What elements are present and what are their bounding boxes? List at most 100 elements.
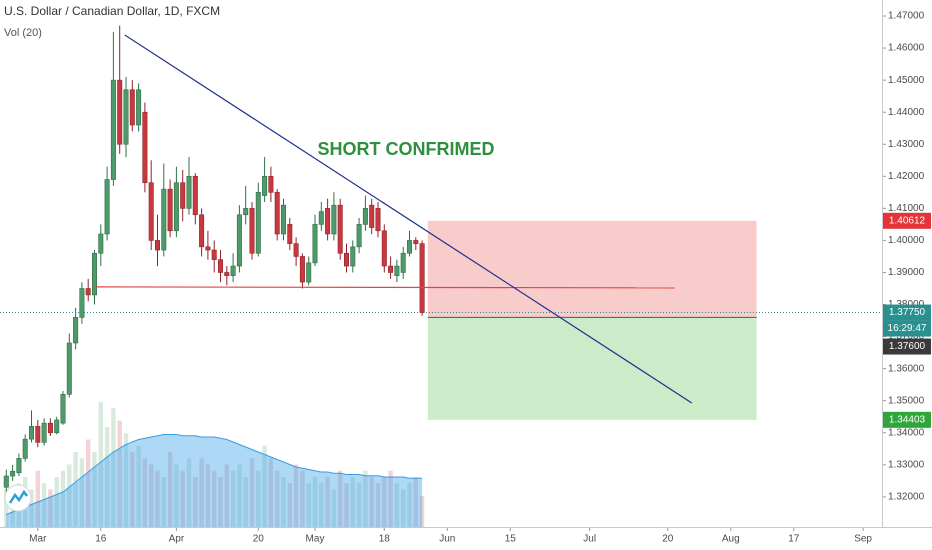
entry-label: 1.37600 xyxy=(889,341,926,352)
candle-body xyxy=(280,204,286,235)
volume-bar xyxy=(10,495,15,527)
volume-bar xyxy=(407,483,412,527)
volume-bar xyxy=(230,470,236,527)
volume-bar xyxy=(293,464,299,527)
y-tick-label: 1.39000 xyxy=(888,267,925,278)
volume-bar xyxy=(325,477,330,527)
volume-bar xyxy=(161,477,166,527)
x-tick-label: Jun xyxy=(439,534,455,545)
candle-body xyxy=(10,470,16,477)
volume-bar xyxy=(287,483,292,527)
logo-mark xyxy=(8,489,28,504)
y-tick-label: 1.45000 xyxy=(888,75,925,86)
candle-body xyxy=(287,224,293,244)
candle-body xyxy=(413,240,419,244)
candle-body xyxy=(22,438,28,459)
volume-bar xyxy=(4,489,9,527)
volume-bar xyxy=(180,470,185,527)
volume-bar xyxy=(186,458,192,527)
candle-body xyxy=(306,262,312,283)
candle-body xyxy=(362,208,368,225)
volume-bar xyxy=(319,483,324,527)
target-label-bg xyxy=(883,411,931,428)
volume-bar xyxy=(369,477,374,527)
volume-bar xyxy=(193,477,198,527)
volume-bar xyxy=(67,464,72,527)
candle-body xyxy=(142,111,148,184)
indicator-label: Vol (20) xyxy=(4,27,42,39)
y-tick-label: 1.46000 xyxy=(888,43,925,54)
candle-body xyxy=(92,252,98,296)
candle-body xyxy=(173,182,179,232)
volume-bar xyxy=(419,495,425,527)
y-tick-label: 1.42000 xyxy=(888,171,925,182)
y-tick-label: 1.36000 xyxy=(888,363,925,374)
candle-body xyxy=(117,79,123,145)
volume-bar xyxy=(312,477,318,527)
stop-zone xyxy=(427,220,757,318)
x-tick-label: 16 xyxy=(95,534,107,545)
volume-bar xyxy=(136,445,141,527)
candle-body xyxy=(35,426,41,443)
candle-body xyxy=(318,211,324,225)
entry-label-bg xyxy=(883,338,931,355)
volume-bar xyxy=(104,427,110,527)
volume-bar xyxy=(167,452,173,527)
y-tick-label: 1.32000 xyxy=(888,492,925,503)
volume-bar xyxy=(268,458,274,527)
logo xyxy=(4,484,32,512)
volume-bar xyxy=(249,458,255,527)
volume-bar xyxy=(388,470,393,527)
candle-body xyxy=(85,288,91,296)
stop-label: 1.40612 xyxy=(889,215,926,226)
support-line xyxy=(94,286,675,289)
x-tick-label: Aug xyxy=(722,534,740,545)
y-tick-label: 1.47000 xyxy=(888,11,925,22)
candle-body xyxy=(274,192,280,235)
countdown-label-bg xyxy=(883,320,931,337)
volume-bar xyxy=(92,452,97,527)
x-tick-label: May xyxy=(306,534,325,545)
target-label: 1.34403 xyxy=(889,414,926,425)
volume-bar xyxy=(300,470,305,527)
candle-body xyxy=(331,204,337,235)
candle-body xyxy=(136,89,142,126)
candle-body xyxy=(381,230,387,267)
volume-bar xyxy=(98,402,103,527)
candle-body xyxy=(299,256,305,283)
volume-bar xyxy=(174,464,179,527)
volume-bar xyxy=(243,477,248,527)
y-tick-label: 1.43000 xyxy=(888,139,925,150)
candle-body xyxy=(66,342,72,395)
volume-bar xyxy=(111,408,116,527)
candle-body xyxy=(230,265,236,276)
volume-ma-line xyxy=(6,434,423,515)
volume-bar xyxy=(73,452,78,527)
countdown-label: 16:29:47 xyxy=(888,323,927,334)
volume-bar xyxy=(356,483,362,527)
candle-body xyxy=(54,419,60,434)
trend-line xyxy=(124,34,693,404)
volume-bar xyxy=(262,445,267,527)
candle-body xyxy=(211,249,217,260)
volume-bar xyxy=(350,477,355,527)
candle-body xyxy=(98,233,104,254)
y-tick-label: 1.44000 xyxy=(888,107,925,118)
x-tick-label: Sep xyxy=(854,534,872,545)
candle-body xyxy=(16,458,22,474)
candle-body xyxy=(110,79,116,180)
candle-body xyxy=(394,265,400,276)
candle-body xyxy=(161,188,167,251)
volume-bar xyxy=(117,420,122,527)
candle-body xyxy=(375,208,381,232)
candle-body xyxy=(123,89,129,145)
x-tick-label: Apr xyxy=(169,534,185,545)
volume-bar xyxy=(48,489,53,527)
candle-body xyxy=(268,176,274,193)
candle-body xyxy=(79,288,85,318)
x-tick-label: 20 xyxy=(662,534,674,545)
candle-body xyxy=(262,176,268,196)
candle-body xyxy=(3,475,9,488)
volume-bar xyxy=(149,464,154,527)
last-price-label-bg xyxy=(883,304,931,321)
